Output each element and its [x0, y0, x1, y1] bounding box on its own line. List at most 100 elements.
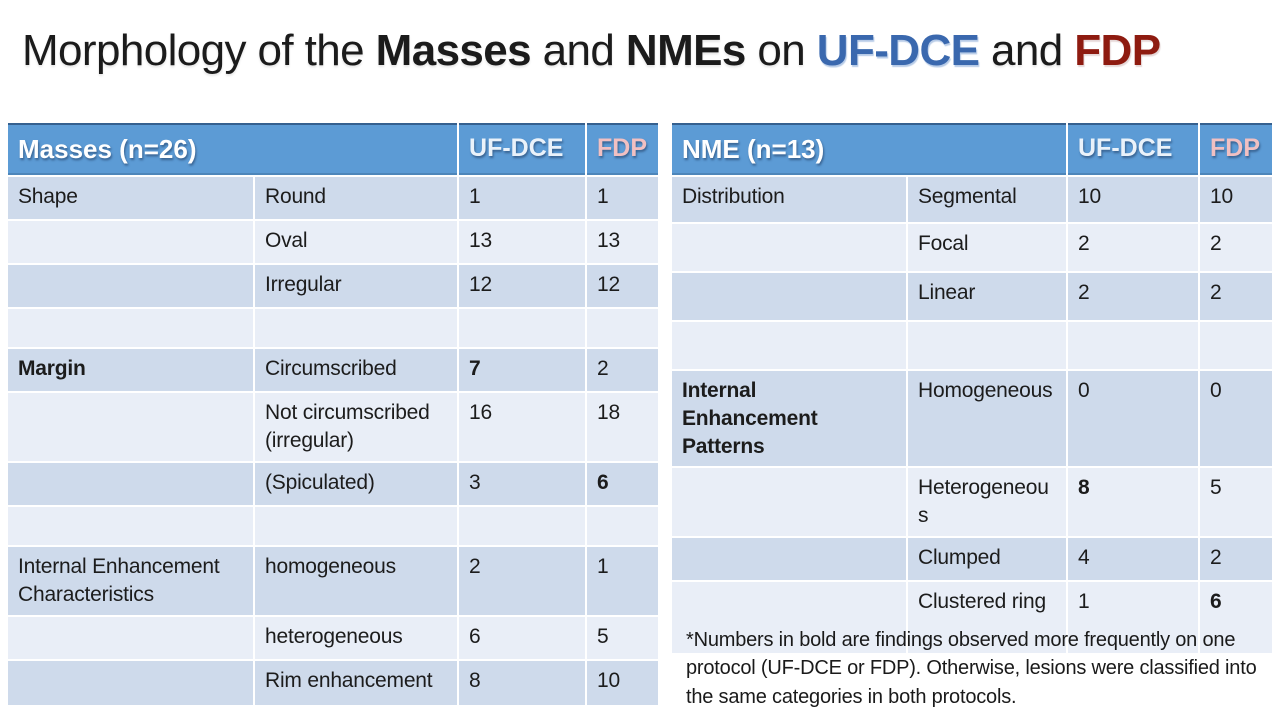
- ufdce-value: 2: [459, 547, 586, 616]
- fdp-value: 0: [1200, 371, 1272, 467]
- table-row: Internal Enhancement Characteristics hom…: [8, 547, 659, 616]
- table-row: Distribution Segmental 10 10: [672, 177, 1272, 223]
- ufdce-value: [459, 309, 586, 348]
- table-row: Irregular 12 12: [8, 265, 659, 308]
- nme-col-ufdce: UF-DCE: [1068, 123, 1198, 176]
- finding-cell: Heterogeneous: [908, 468, 1066, 536]
- fdp-value: 6: [1200, 581, 1272, 653]
- table-row: (Spiculated) 3 6: [8, 463, 659, 506]
- finding-cell: Focal: [908, 224, 1066, 272]
- nme-table: NME (n=13) UF-DCE FDP Distribution Segme…: [670, 121, 1274, 655]
- title-part-and1: and: [531, 26, 626, 75]
- ufdce-value: 2: [1068, 273, 1198, 321]
- fdp-value: [587, 507, 659, 546]
- category-cell: [8, 393, 253, 462]
- table-row: Clustered ring 1 6: [672, 581, 1272, 653]
- ufdce-value: 2: [1068, 224, 1198, 272]
- finding-cell: Segmental: [908, 177, 1066, 223]
- ufdce-value: 0: [1068, 371, 1198, 467]
- category-cell: [672, 537, 906, 580]
- ufdce-value: 12: [459, 265, 586, 308]
- masses-col-ufdce: UF-DCE: [459, 123, 586, 176]
- nme-table-title: NME (n=13): [672, 123, 1066, 176]
- title-part-and2: and: [979, 26, 1075, 75]
- table-row: Internal Enhancement Patterns Homogeneou…: [672, 371, 1272, 467]
- category-cell: Internal Enhancement Characteristics: [8, 547, 253, 616]
- table-row: Linear 2 2: [672, 273, 1272, 321]
- category-cell: [8, 661, 253, 706]
- fdp-value: [1200, 322, 1272, 370]
- masses-col-fdp: FDP: [587, 123, 659, 176]
- category-cell: [672, 581, 906, 653]
- masses-table: Masses (n=26) UF-DCE FDP Shape Round 1 1…: [6, 121, 660, 707]
- fdp-value: 1: [587, 547, 659, 616]
- slide-title: Morphology of the Masses and NMEs on UF-…: [22, 26, 1161, 76]
- finding-cell: Round: [255, 177, 458, 220]
- fdp-value: 5: [1200, 468, 1272, 536]
- nme-col-fdp: FDP: [1200, 123, 1272, 176]
- finding-cell: Linear: [908, 273, 1066, 321]
- finding-cell: Rim enhancement: [255, 661, 458, 706]
- category-cell: [8, 309, 253, 348]
- table-row: Margin Circumscribed 7 2: [8, 349, 659, 392]
- title-part-nmes: NMEs: [625, 26, 746, 75]
- fdp-value: 10: [1200, 177, 1272, 223]
- finding-cell: [908, 322, 1066, 370]
- title-part-masses: Masses: [375, 26, 532, 75]
- category-cell: [8, 221, 253, 264]
- ufdce-value: 4: [1068, 537, 1198, 580]
- fdp-value: 2: [587, 349, 659, 392]
- table-row-empty: [8, 309, 659, 348]
- table-row: Clumped 4 2: [672, 537, 1272, 580]
- masses-table-title: Masses (n=26): [8, 123, 458, 176]
- category-cell: Margin: [8, 349, 253, 392]
- finding-cell: [255, 309, 458, 348]
- category-cell: [8, 617, 253, 660]
- finding-cell: Clustered ring: [908, 581, 1066, 653]
- ufdce-value: [1068, 322, 1198, 370]
- fdp-value: 2: [1200, 537, 1272, 580]
- fdp-value: 18: [587, 393, 659, 462]
- category-cell: [672, 322, 906, 370]
- finding-cell: heterogeneous: [255, 617, 458, 660]
- ufdce-value: 8: [459, 661, 586, 706]
- category-cell: [672, 273, 906, 321]
- category-cell: [672, 468, 906, 536]
- ufdce-value: 16: [459, 393, 586, 462]
- fdp-value: 5: [587, 617, 659, 660]
- title-part-fdp: FDP: [1074, 26, 1161, 75]
- table-row: Focal 2 2: [672, 224, 1272, 272]
- title-part-on: on: [745, 26, 817, 75]
- title-part-prefix: Morphology of the: [22, 26, 376, 75]
- category-cell: Shape: [8, 177, 253, 220]
- fdp-value: 13: [587, 221, 659, 264]
- category-cell: [672, 224, 906, 272]
- category-cell: Distribution: [672, 177, 906, 223]
- finding-cell: Irregular: [255, 265, 458, 308]
- ufdce-value: 10: [1068, 177, 1198, 223]
- fdp-value: 2: [1200, 224, 1272, 272]
- category-cell: [8, 265, 253, 308]
- finding-cell: Homogeneous: [908, 371, 1066, 467]
- finding-cell: Circumscribed: [255, 349, 458, 392]
- finding-cell: Oval: [255, 221, 458, 264]
- category-cell: [8, 507, 253, 546]
- fdp-value: 6: [587, 463, 659, 506]
- finding-cell: [255, 507, 458, 546]
- table-row-empty: [8, 507, 659, 546]
- table-row: Heterogeneous 8 5: [672, 468, 1272, 536]
- ufdce-value: 8: [1068, 468, 1198, 536]
- ufdce-value: 1: [459, 177, 586, 220]
- table-row-empty: [672, 322, 1272, 370]
- fdp-value: 1: [587, 177, 659, 220]
- fdp-value: 12: [587, 265, 659, 308]
- ufdce-value: 6: [459, 617, 586, 660]
- finding-cell: homogeneous: [255, 547, 458, 616]
- fdp-value: 2: [1200, 273, 1272, 321]
- ufdce-value: 13: [459, 221, 586, 264]
- category-cell: Internal Enhancement Patterns: [672, 371, 906, 467]
- table-row: Not circumscribed (irregular) 16 18: [8, 393, 659, 462]
- ufdce-value: 7: [459, 349, 586, 392]
- fdp-value: [587, 309, 659, 348]
